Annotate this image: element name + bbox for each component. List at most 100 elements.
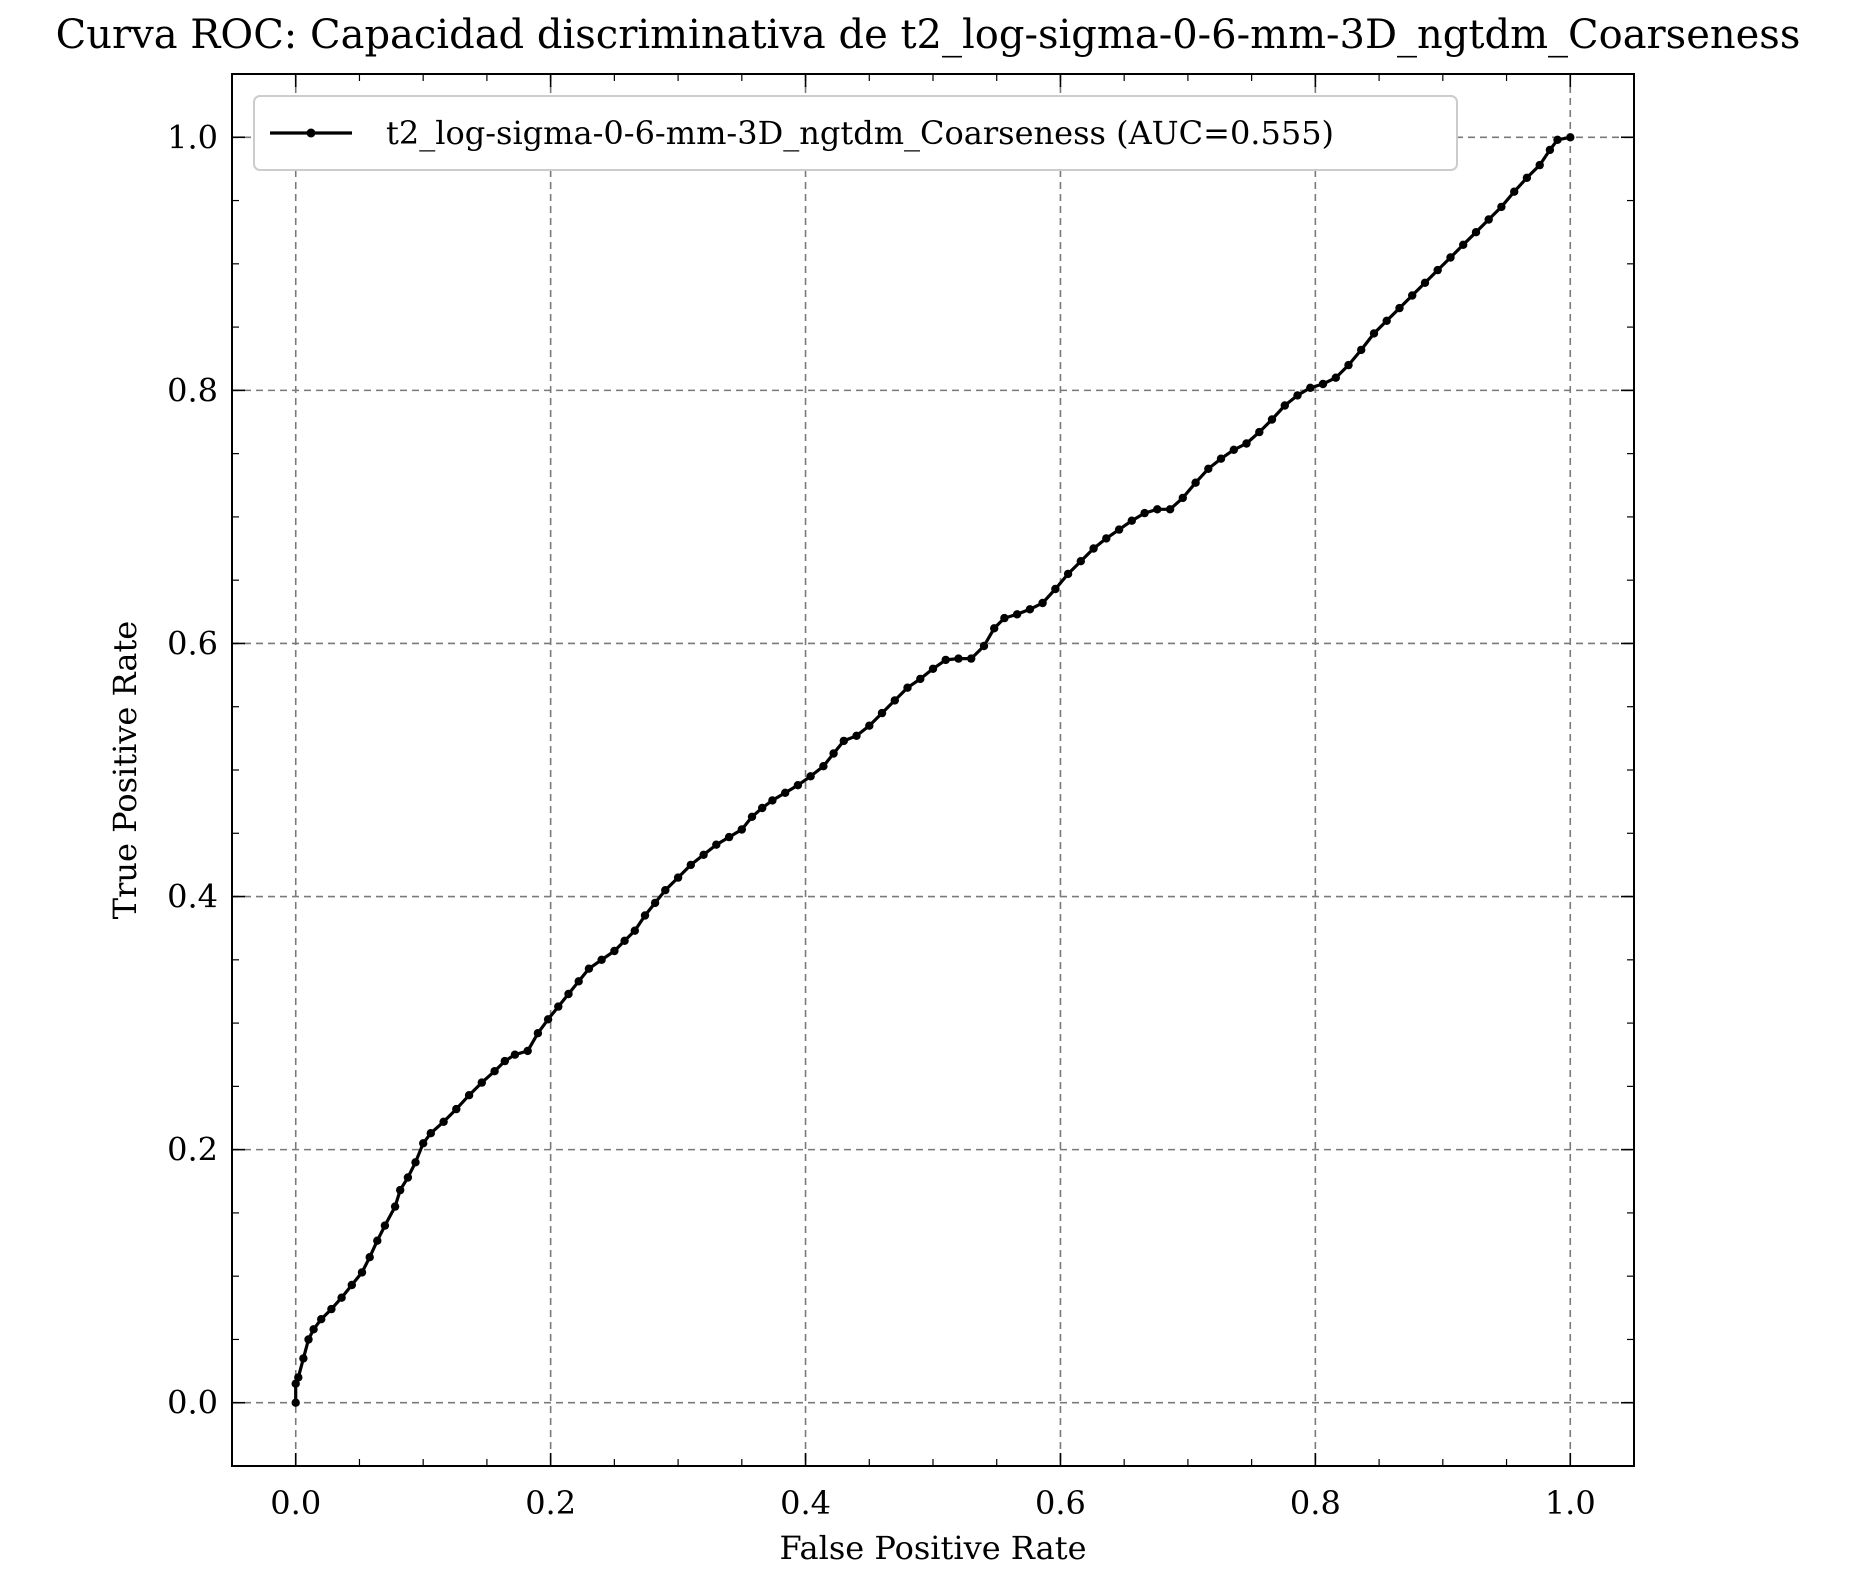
roc-point <box>1553 135 1562 144</box>
roc-point <box>523 1046 532 1056</box>
roc-point <box>990 624 999 633</box>
roc-point <box>411 1158 420 1167</box>
roc-point <box>1025 605 1035 614</box>
roc-point <box>373 1236 382 1245</box>
roc-point <box>1545 145 1555 155</box>
roc-point <box>1382 316 1391 325</box>
roc-point <box>337 1293 346 1302</box>
roc-point <box>426 1129 435 1138</box>
roc-point <box>1216 454 1226 463</box>
roc-point <box>1140 508 1149 518</box>
roc-point <box>396 1185 405 1195</box>
roc-point <box>477 1078 486 1087</box>
roc-point <box>829 749 838 758</box>
roc-point <box>1420 278 1430 287</box>
x-tick-label: 0.0 <box>270 1484 321 1522</box>
axis-ticks <box>231 73 1635 1467</box>
roc-point <box>403 1173 413 1182</box>
roc-point <box>365 1253 374 1262</box>
roc-point <box>510 1050 520 1059</box>
y-tick-label: 1.0 <box>167 118 218 156</box>
roc-point <box>294 1373 303 1382</box>
roc-point <box>903 683 912 692</box>
x-tick-label: 0.4 <box>780 1484 831 1522</box>
y-tick-label: 0.2 <box>167 1131 218 1169</box>
roc-point <box>291 1379 300 1388</box>
roc-point <box>747 812 757 821</box>
roc-point <box>1255 427 1264 437</box>
roc-point <box>1204 464 1213 473</box>
roc-series <box>291 133 1575 1407</box>
roc-point <box>768 796 777 805</box>
roc-point <box>554 1002 563 1011</box>
roc-point <box>979 641 989 651</box>
chart-title: Curva ROC: Capacidad discriminativa de t… <box>56 12 1801 58</box>
roc-point <box>574 977 583 986</box>
roc-point <box>793 781 803 790</box>
roc-point <box>1331 373 1341 382</box>
roc-point <box>1344 360 1353 370</box>
roc-point <box>1000 613 1009 623</box>
roc-point <box>699 850 708 859</box>
roc-point <box>390 1202 400 1211</box>
roc-curve-line <box>294 135 1571 1403</box>
roc-point <box>1535 160 1544 170</box>
roc-point <box>1510 187 1519 196</box>
roc-point <box>1012 610 1022 619</box>
roc-point <box>464 1091 474 1100</box>
roc-point <box>1038 598 1047 608</box>
roc-point <box>309 1325 318 1334</box>
roc-point <box>347 1280 356 1290</box>
roc-point <box>1076 557 1086 566</box>
roc-point <box>620 936 629 945</box>
roc-point <box>1484 215 1493 224</box>
roc-point <box>1395 303 1404 313</box>
roc-point <box>357 1268 367 1277</box>
roc-point <box>1153 505 1162 514</box>
y-tick-label: 0.8 <box>167 371 218 409</box>
roc-point <box>1063 569 1073 579</box>
roc-point <box>1369 329 1379 338</box>
roc-point <box>877 708 887 718</box>
roc-point <box>916 674 925 684</box>
roc-point <box>737 825 746 834</box>
roc-point <box>533 1029 543 1038</box>
roc-point <box>1127 516 1137 525</box>
roc-point <box>941 655 950 665</box>
roc-point <box>490 1067 499 1076</box>
x-tick-label: 0.8 <box>1290 1484 1341 1522</box>
roc-point <box>1102 534 1111 543</box>
roc-point <box>865 721 874 730</box>
roc-point <box>724 832 734 842</box>
roc-point <box>890 696 899 705</box>
roc-point <box>954 654 963 663</box>
roc-point <box>1408 291 1417 300</box>
roc-point <box>1446 253 1455 262</box>
x-axis-label: False Positive Rate <box>779 1529 1086 1567</box>
roc-point <box>967 654 976 663</box>
y-tick-label: 0.0 <box>167 1384 218 1422</box>
roc-point <box>564 989 573 999</box>
roc-point <box>650 898 660 908</box>
roc-point <box>1433 265 1442 275</box>
roc-point <box>839 736 848 746</box>
roc-point <box>1471 228 1481 237</box>
roc-point <box>317 1315 326 1324</box>
y-tick-label: 0.6 <box>167 624 218 662</box>
roc-point <box>1242 439 1251 448</box>
roc-point <box>291 1398 300 1407</box>
roc-point <box>781 788 790 797</box>
roc-point <box>928 664 938 673</box>
roc-point <box>1229 445 1239 454</box>
roc-point <box>1089 544 1098 553</box>
roc-point <box>1280 401 1290 410</box>
y-axis-label: True Positive Rate <box>106 621 144 920</box>
roc-point <box>304 1335 313 1344</box>
roc-point <box>1293 391 1302 400</box>
roc-point <box>1318 379 1328 389</box>
roc-point <box>852 731 861 740</box>
roc-point <box>1178 493 1188 503</box>
legend-marker-icon <box>306 128 316 138</box>
roc-point <box>630 926 639 935</box>
